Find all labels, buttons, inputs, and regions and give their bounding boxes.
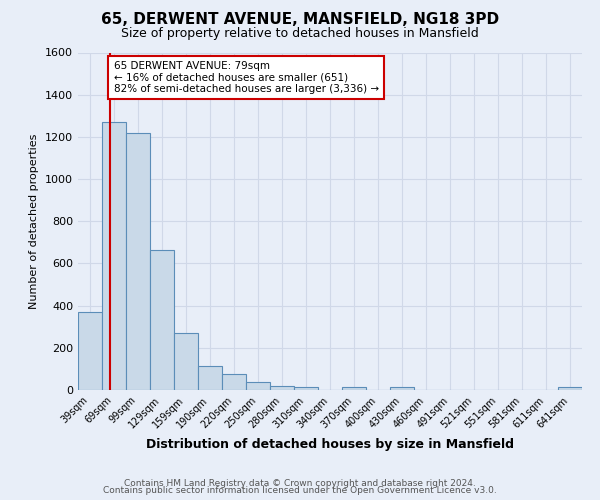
Text: Contains HM Land Registry data © Crown copyright and database right 2024.: Contains HM Land Registry data © Crown c… bbox=[124, 478, 476, 488]
Bar bbox=[342, 387, 366, 390]
Bar bbox=[222, 374, 246, 390]
X-axis label: Distribution of detached houses by size in Mansfield: Distribution of detached houses by size … bbox=[146, 438, 514, 451]
Bar bbox=[294, 387, 318, 390]
Bar bbox=[390, 387, 414, 390]
Bar bbox=[150, 250, 174, 390]
Bar bbox=[198, 366, 222, 390]
Bar bbox=[102, 122, 126, 390]
Bar bbox=[126, 132, 150, 390]
Bar bbox=[246, 382, 270, 390]
Text: Size of property relative to detached houses in Mansfield: Size of property relative to detached ho… bbox=[121, 28, 479, 40]
Bar bbox=[558, 387, 582, 390]
Bar bbox=[78, 312, 102, 390]
Y-axis label: Number of detached properties: Number of detached properties bbox=[29, 134, 40, 309]
Text: Contains public sector information licensed under the Open Government Licence v3: Contains public sector information licen… bbox=[103, 486, 497, 495]
Bar bbox=[174, 333, 198, 390]
Text: 65 DERWENT AVENUE: 79sqm
← 16% of detached houses are smaller (651)
82% of semi-: 65 DERWENT AVENUE: 79sqm ← 16% of detach… bbox=[113, 61, 379, 94]
Bar bbox=[270, 386, 294, 390]
Text: 65, DERWENT AVENUE, MANSFIELD, NG18 3PD: 65, DERWENT AVENUE, MANSFIELD, NG18 3PD bbox=[101, 12, 499, 28]
